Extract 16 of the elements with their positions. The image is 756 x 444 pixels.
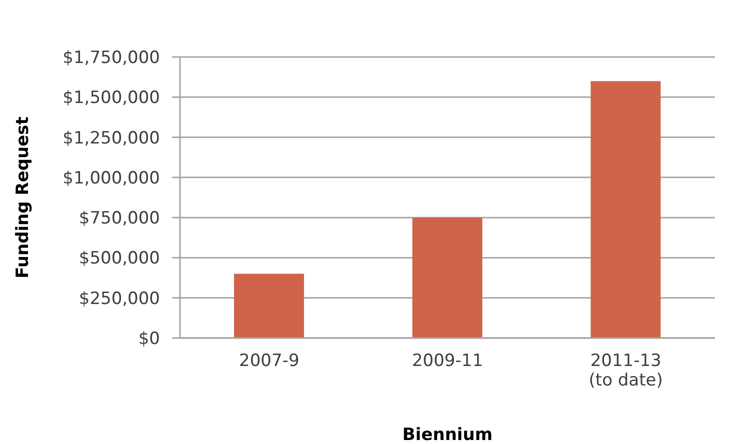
bar	[590, 81, 661, 338]
y-tick-label: $750,000	[78, 208, 160, 229]
y-tick-label: $1,250,000	[62, 128, 160, 148]
x-axis-title: Biennium	[402, 425, 493, 444]
y-tick-label: $1,000,000	[62, 168, 160, 188]
x-tick-label: 2009-11	[412, 351, 484, 372]
y-axis-title: Funding Request	[13, 116, 34, 278]
y-tick-label: $1,750,000	[62, 48, 160, 68]
x-tick-label: 2007-9	[239, 351, 300, 372]
y-tick-label: $250,000	[78, 288, 160, 309]
x-tick-label: 2011-13 (to date)	[588, 351, 663, 391]
y-tick-label: $500,000	[78, 248, 160, 269]
y-tick-label: $0	[138, 329, 160, 350]
y-tick-label: $1,500,000	[62, 88, 160, 108]
bar	[412, 218, 482, 338]
bar	[234, 274, 304, 338]
